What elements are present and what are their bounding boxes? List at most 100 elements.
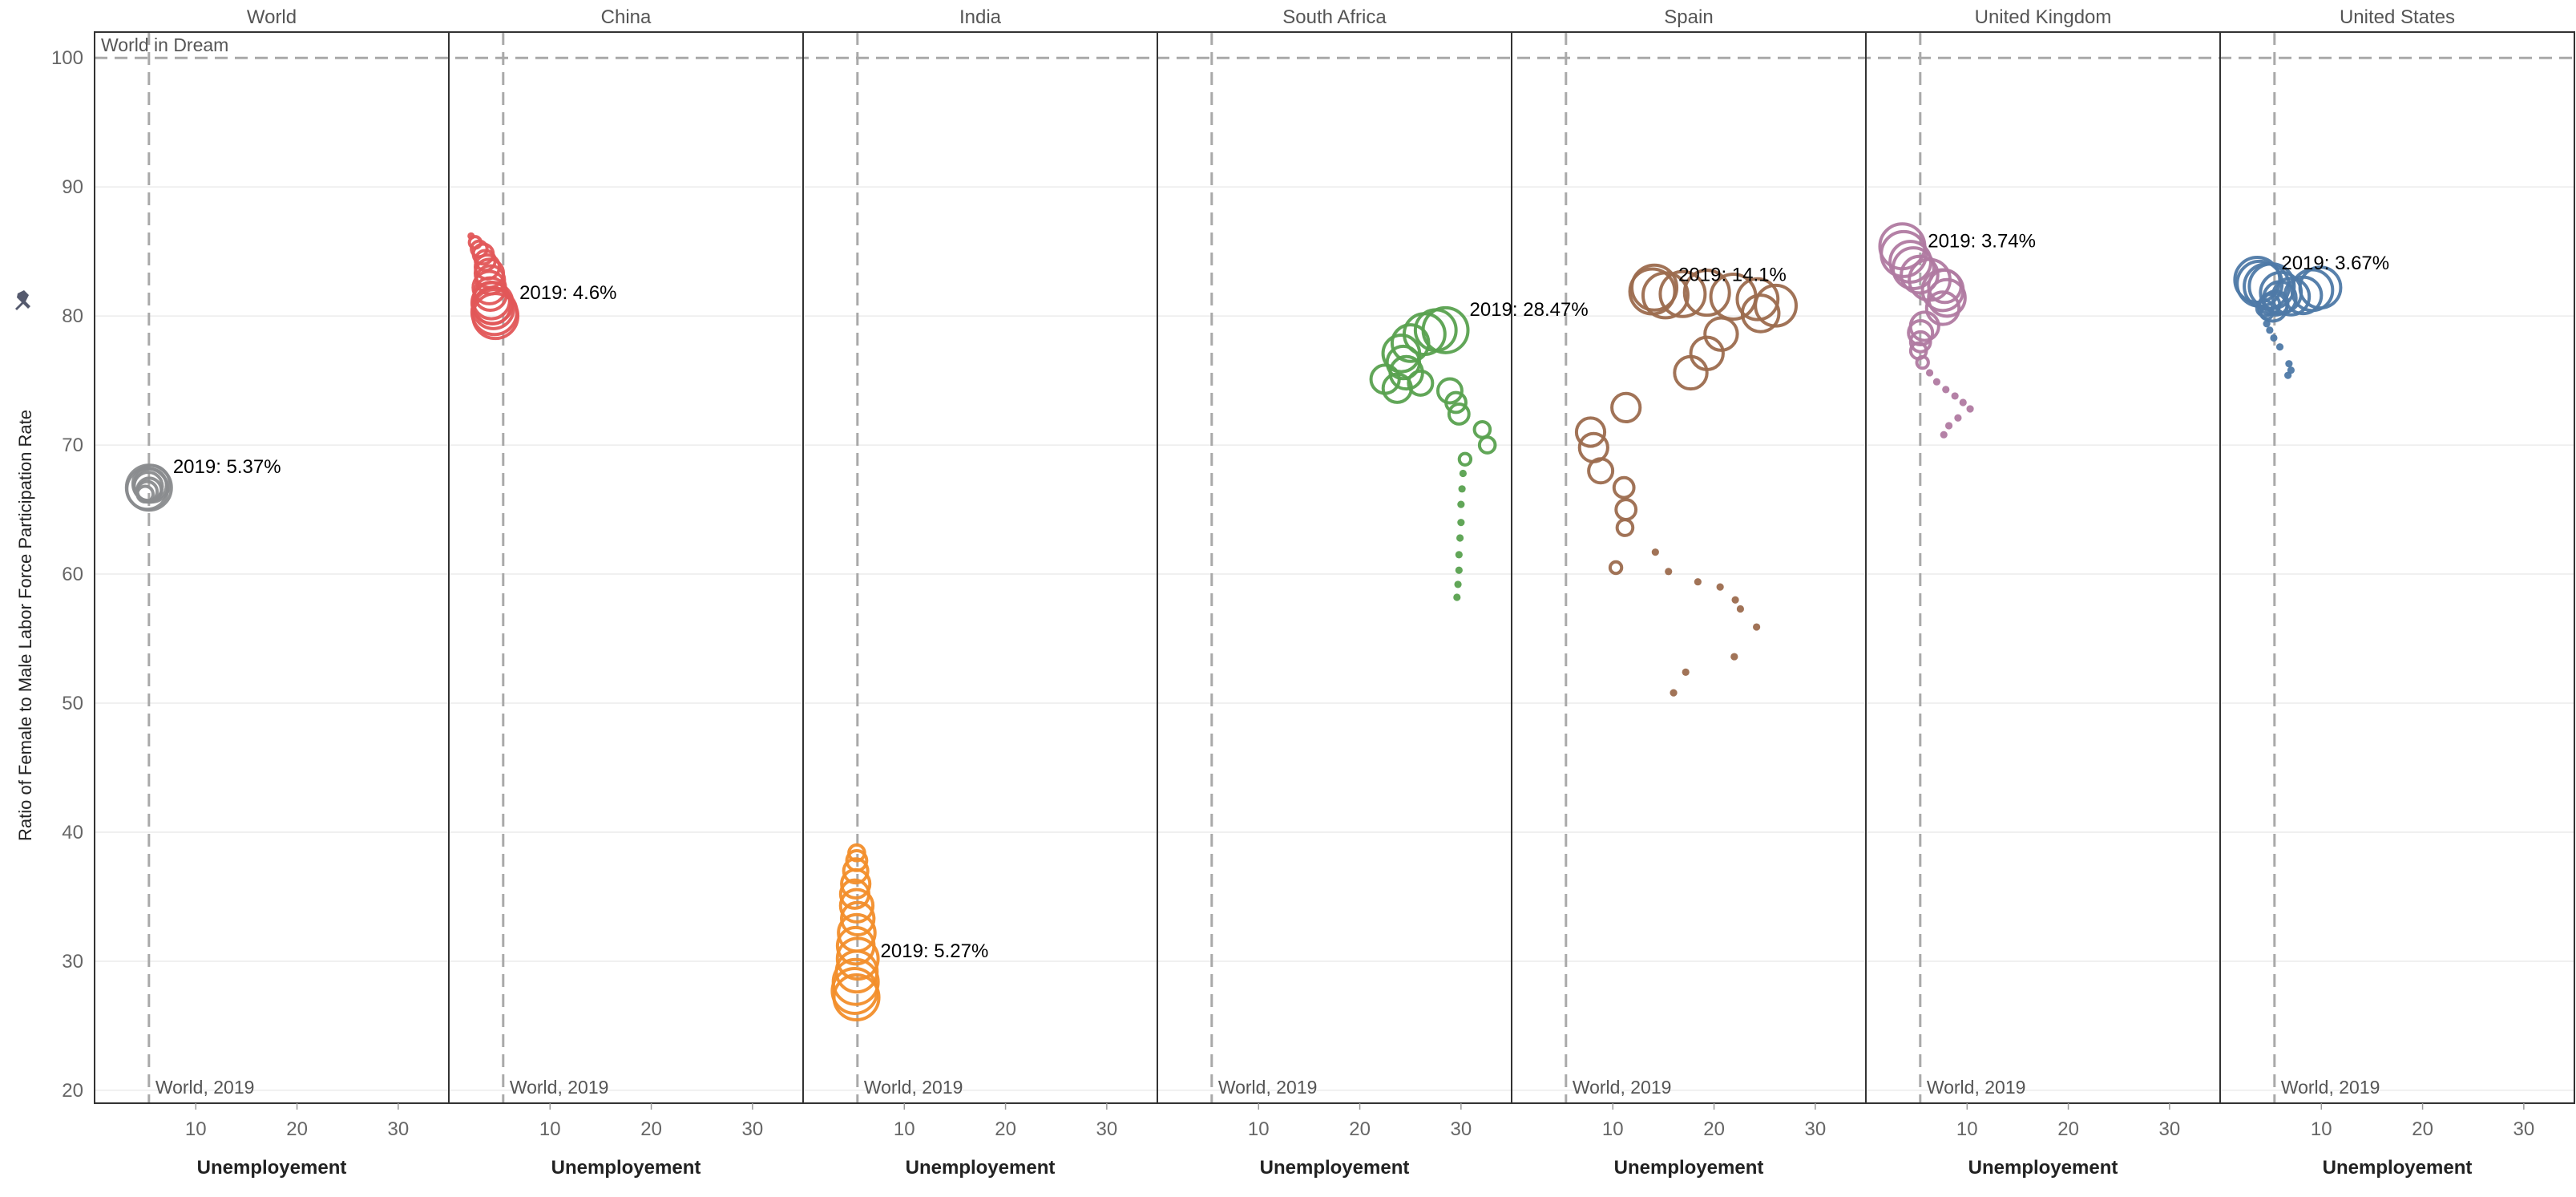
- data-point: [1615, 518, 1635, 537]
- reference-label-vertical: World, 2019: [2281, 1077, 2380, 1098]
- panel-frame: [1511, 31, 1867, 1104]
- data-point: [1689, 335, 1725, 371]
- data-point: [1954, 414, 1962, 422]
- y-tick-label: 30: [62, 951, 83, 973]
- x-tick-label: 30: [1805, 1118, 1827, 1140]
- x-tick-label: 30: [1451, 1118, 1472, 1140]
- data-point: [2259, 270, 2303, 315]
- data-point: [1459, 469, 1467, 478]
- y-axis-title: Ratio of Female to Male Labor Force Part…: [15, 410, 35, 841]
- data-point: [1927, 268, 1963, 305]
- x-tick-label: 20: [2057, 1118, 2079, 1140]
- x-tick-label: 10: [539, 1118, 561, 1140]
- data-point: [838, 888, 875, 924]
- x-tick-label: 10: [185, 1118, 207, 1140]
- data-point: [1924, 290, 1961, 326]
- x-tick-label: 30: [1096, 1118, 1118, 1140]
- annotation-label: 2019: 3.67%: [2281, 253, 2389, 274]
- data-point: [1610, 391, 1642, 424]
- annotation-label: 2019: 3.74%: [1928, 231, 2036, 253]
- reference-label-vertical: World, 2019: [1218, 1077, 1318, 1098]
- data-point: [1665, 568, 1673, 576]
- x-axis-title: Unemployement: [197, 1157, 347, 1179]
- data-point: [1457, 519, 1465, 527]
- x-tick-label: 20: [995, 1118, 1016, 1140]
- data-point: [839, 900, 876, 937]
- data-point: [1878, 222, 1927, 271]
- data-point: [1694, 578, 1702, 586]
- data-point: [1736, 605, 1745, 613]
- reference-lines: [95, 32, 2574, 1103]
- x-axis-title: Unemployement: [906, 1157, 1056, 1179]
- x-tick-label: 30: [388, 1118, 410, 1140]
- data-point: [2233, 256, 2282, 305]
- y-tick-label: 20: [62, 1080, 83, 1102]
- data-point: [1959, 398, 1967, 406]
- data-point: [1454, 580, 1462, 588]
- data-point: [471, 292, 520, 341]
- data-point: [1577, 431, 1609, 463]
- pin-icon[interactable]: [15, 290, 30, 310]
- y-axis: 20 30 40 50 60 70 80 90 100: [51, 47, 83, 1102]
- data-point: [1574, 416, 1607, 448]
- panel-title: South Africa: [1282, 6, 1387, 28]
- data-point: [1908, 310, 1940, 342]
- panel-frame: [1865, 31, 2221, 1104]
- data-point: [1435, 377, 1464, 405]
- x-tick-label: 20: [2412, 1118, 2433, 1140]
- data-point: [1731, 596, 1739, 604]
- data-point: [1658, 269, 1707, 318]
- data-point: [2287, 366, 2295, 374]
- data-point: [1951, 392, 1959, 400]
- data-point: [1673, 354, 1709, 391]
- y-tick-label: 40: [62, 822, 83, 843]
- x-axis-title: Unemployement: [551, 1157, 701, 1179]
- reference-label-vertical: World, 2019: [1573, 1077, 1672, 1098]
- x-tick-label: 30: [2513, 1118, 2535, 1140]
- annotation-label: 2019: 14.1%: [1678, 264, 1787, 285]
- x-axis-title: Unemployement: [1968, 1157, 2118, 1179]
- data-point: [1612, 475, 1636, 499]
- data-point: [1670, 689, 1678, 697]
- data-point: [1453, 593, 1461, 601]
- x-tick-label: 30: [742, 1118, 764, 1140]
- data-point: [1900, 254, 1940, 295]
- labels: World in Dream World World, 2019 2019: 5.37…: [101, 6, 2455, 1098]
- data-point: [1608, 560, 1624, 576]
- data-point: [1421, 305, 1470, 354]
- data-point: [1944, 422, 1953, 430]
- data-point: [1940, 431, 1948, 439]
- data-point: [1753, 623, 1761, 631]
- data-point: [1651, 548, 1659, 556]
- y-tick-label: 100: [51, 47, 83, 69]
- data-point: [832, 973, 881, 1022]
- panel-frame: [448, 31, 804, 1104]
- data-point: [1407, 369, 1435, 397]
- data-point: [2266, 326, 2274, 334]
- data-point: [1730, 653, 1738, 661]
- x-tick-label: 10: [894, 1118, 915, 1140]
- data-point: [1457, 451, 1473, 467]
- panel-frame: [94, 31, 450, 1104]
- panel-title: Spain: [1664, 6, 1713, 28]
- y-tick-label: 70: [62, 435, 83, 456]
- annotation-label: 2019: 28.47%: [1470, 299, 1589, 321]
- reference-label-vertical: World, 2019: [155, 1077, 255, 1098]
- data-point: [2270, 334, 2278, 342]
- annotation-label: 2019: 5.37%: [173, 456, 281, 478]
- data-point: [1628, 267, 1677, 316]
- panel-title: United Kingdom: [1975, 6, 2112, 28]
- data-point: [1966, 405, 1974, 413]
- data-point: [1932, 378, 1940, 386]
- annotation-label: 2019: 5.27%: [881, 940, 989, 962]
- data-point: [1455, 566, 1463, 574]
- reference-label-vertical: World, 2019: [864, 1077, 963, 1098]
- data-point: [1458, 485, 1466, 493]
- panel-title: China: [601, 6, 652, 28]
- data-point: [840, 867, 872, 900]
- data-point: [1457, 500, 1465, 508]
- y-tick-label: 60: [62, 564, 83, 585]
- data-point: [1716, 583, 1724, 591]
- data-point: [1447, 402, 1471, 426]
